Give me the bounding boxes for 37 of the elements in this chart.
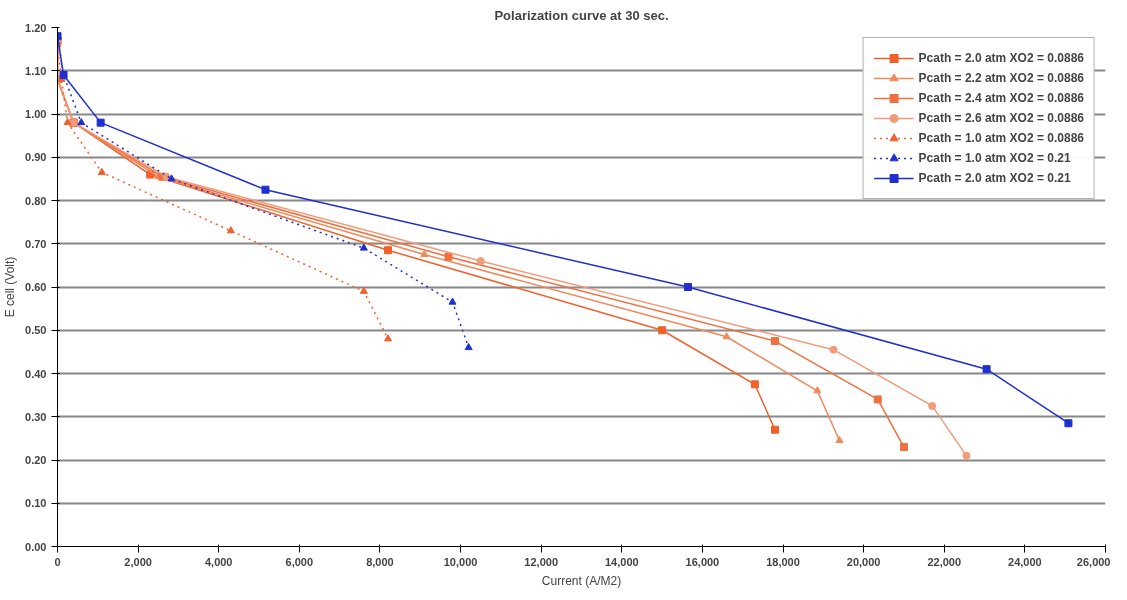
x-tick-label: 6,000 bbox=[285, 555, 314, 568]
legend-label: Pcath = 2.6 atm XO2 = 0.0886 bbox=[918, 111, 1084, 125]
x-tick-label: 16,000 bbox=[685, 555, 720, 568]
legend-label: Pcath = 2.2 atm XO2 = 0.0886 bbox=[918, 71, 1084, 85]
x-tick-label: 24,000 bbox=[1008, 555, 1042, 568]
y-tick-label: 0.60 bbox=[25, 281, 47, 293]
x-tick-label: 0 bbox=[54, 555, 61, 568]
y-tick-label: 0.30 bbox=[25, 410, 47, 423]
y-tick-label: 0.40 bbox=[25, 367, 47, 380]
x-tick-label: 20,000 bbox=[846, 555, 881, 568]
y-tick-label: 1.10 bbox=[25, 64, 47, 77]
x-tick-label: 18,000 bbox=[766, 555, 800, 568]
y-tick-label: 1.20 bbox=[25, 21, 47, 34]
y-tick-label: 0.10 bbox=[25, 497, 47, 510]
x-tick-label: 14,000 bbox=[604, 555, 639, 568]
x-axis-title: Current (A/M2) bbox=[541, 573, 622, 588]
y-tick-label: 0.50 bbox=[25, 324, 47, 337]
x-tick-label: 8,000 bbox=[366, 555, 394, 568]
chart-title: Polarization curve at 30 sec. bbox=[494, 7, 669, 23]
x-tick-label: 2,000 bbox=[124, 555, 152, 568]
x-tick-label: 26,000 bbox=[1076, 555, 1111, 568]
x-tick-label: 4,000 bbox=[204, 555, 233, 568]
y-tick-label: 0.70 bbox=[25, 237, 47, 250]
y-tick-label: 0.90 bbox=[25, 151, 47, 164]
x-tick-label: 22,000 bbox=[927, 555, 962, 568]
x-tick-label: 10,000 bbox=[443, 555, 478, 568]
legend-label: Pcath = 2.0 atm XO2 = 0.21 bbox=[918, 171, 1071, 185]
legend-label: Pcath = 1.0 atm XO2 = 0.0886 bbox=[918, 131, 1084, 145]
y-axis-title: E cell (Volt) bbox=[3, 256, 18, 318]
y-tick-label: 0.00 bbox=[25, 540, 47, 553]
legend-label: Pcath = 2.4 atm XO2 = 0.0886 bbox=[918, 91, 1084, 105]
y-tick-label: 0.20 bbox=[25, 454, 47, 466]
x-tick-label: 12,000 bbox=[524, 555, 559, 568]
legend-label: Pcath = 1.0 atm XO2 = 0.21 bbox=[918, 151, 1071, 165]
legend-label: Pcath = 2.0 atm XO2 = 0.0886 bbox=[918, 51, 1084, 65]
y-tick-label: 1.00 bbox=[25, 108, 47, 120]
y-tick-label: 0.80 bbox=[25, 194, 47, 207]
